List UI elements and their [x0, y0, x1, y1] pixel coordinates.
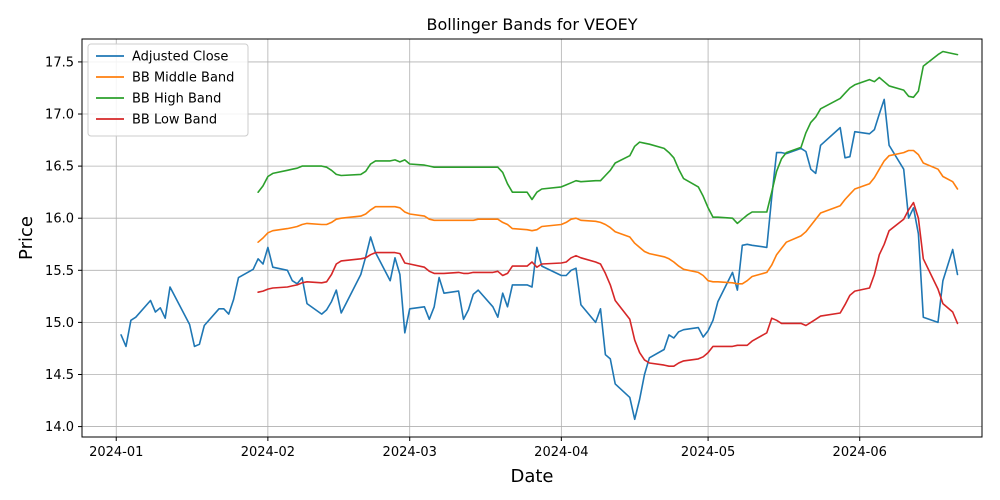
- legend-box: [87, 43, 249, 137]
- y-tick-label: 14.0: [45, 420, 74, 435]
- y-tick-label: 15.5: [45, 264, 74, 279]
- plot-frame: [81, 38, 983, 438]
- x-axis: 2024-01 2024-02 2024-03 2024-04 2024-05 2024-…: [89, 437, 887, 460]
- x-axis-title: Date: [510, 466, 553, 487]
- y-tick-label: 16.5: [45, 160, 74, 175]
- y-axis-title: Price: [16, 216, 37, 260]
- legend-label: BB Low Band: [132, 113, 217, 128]
- series-line-bb-middle-band: [257, 149, 959, 285]
- legend-label: BB High Band: [132, 92, 221, 107]
- y-tick-label: 17.0: [45, 108, 74, 123]
- series-layer: [120, 50, 959, 421]
- y-tick-label: 14.5: [45, 368, 74, 383]
- x-tick-label: 2024-01: [89, 445, 143, 460]
- legend-label: Adjusted Close: [132, 50, 228, 65]
- series-line-bb-low-band: [257, 201, 959, 368]
- x-tick-label: 2024-03: [383, 445, 437, 460]
- y-tick-label: 17.5: [45, 55, 74, 70]
- series-line-bb-high-band: [257, 50, 959, 225]
- series-line-adjusted-close: [120, 98, 959, 421]
- legend-label: BB Middle Band: [132, 71, 234, 86]
- y-tick-label: 16.0: [45, 212, 74, 227]
- x-tick-label: 2024-04: [534, 445, 588, 460]
- x-tick-label: 2024-06: [833, 445, 887, 460]
- grid: [82, 39, 982, 437]
- y-tick-label: 15.0: [45, 316, 74, 331]
- legend: Adjusted Close BB Middle Band BB High Band…: [87, 43, 249, 137]
- chart-title: Bollinger Bands for VEOEY: [426, 15, 637, 34]
- x-tick-label: 2024-05: [681, 445, 735, 460]
- x-tick-label: 2024-02: [241, 445, 295, 460]
- y-axis: 14.0 14.5 15.0 15.5 16.0 16.5 17.0 17.5: [45, 55, 82, 435]
